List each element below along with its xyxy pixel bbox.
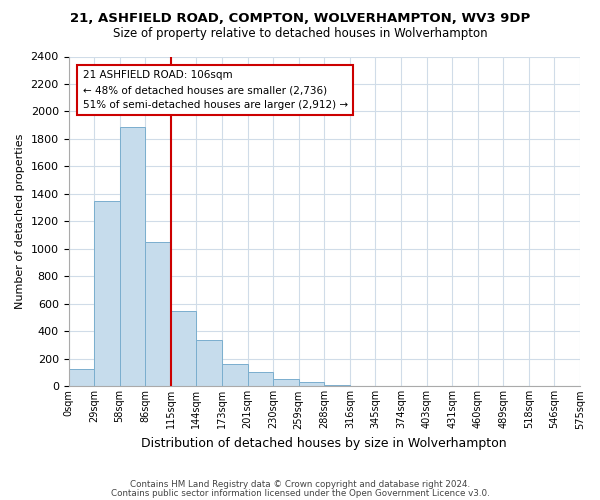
Bar [248,372,273,386]
Bar [94,201,119,386]
Text: Size of property relative to detached houses in Wolverhampton: Size of property relative to detached ho… [113,28,487,40]
X-axis label: Distribution of detached houses by size in Wolverhampton: Distribution of detached houses by size … [142,437,507,450]
Bar [68,369,94,386]
Bar [119,126,145,386]
Text: Contains public sector information licensed under the Open Government Licence v3: Contains public sector information licen… [110,489,490,498]
Bar [171,311,196,386]
Bar [273,379,299,386]
Text: Contains HM Land Registry data © Crown copyright and database right 2024.: Contains HM Land Registry data © Crown c… [130,480,470,489]
Bar [145,242,171,386]
Bar [196,340,222,386]
Text: 21 ASHFIELD ROAD: 106sqm
← 48% of detached houses are smaller (2,736)
51% of sem: 21 ASHFIELD ROAD: 106sqm ← 48% of detach… [83,70,348,110]
Bar [324,385,350,386]
Bar [299,382,324,386]
Text: 21, ASHFIELD ROAD, COMPTON, WOLVERHAMPTON, WV3 9DP: 21, ASHFIELD ROAD, COMPTON, WOLVERHAMPTO… [70,12,530,26]
Bar [222,364,248,386]
Y-axis label: Number of detached properties: Number of detached properties [15,134,25,309]
